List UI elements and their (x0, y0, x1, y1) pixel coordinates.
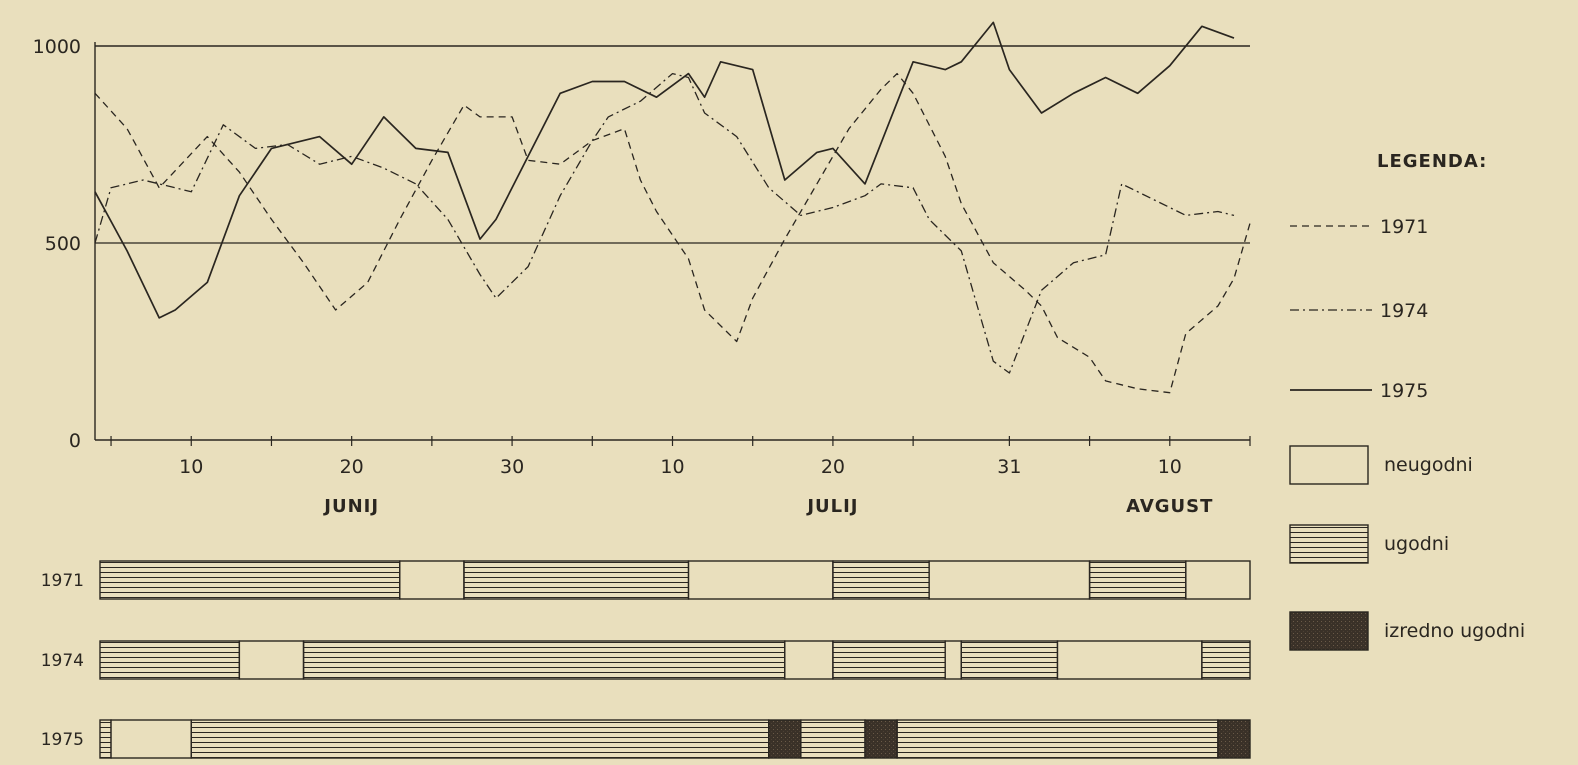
band-segment-ugodni (302, 640, 786, 680)
bands-layer: 1971 1974 1975 (41, 560, 1251, 759)
legend-box-neugodni (1289, 445, 1369, 485)
axes-layer: 0 500 1000 10 20 30 10 20 31 10 JUNIJ JULIJ AVGUST (33, 36, 1251, 517)
month-label: JUNIJ (322, 496, 379, 517)
legend-box-izredno (1289, 611, 1369, 651)
legend-line-label: 1974 (1380, 300, 1428, 322)
legend-layer: LEGENDA: 1971 1974 1975 neugodni ugodni izredn… (1289, 151, 1525, 651)
band-segment-neugodni (944, 640, 962, 680)
y-tick-label: 1000 (33, 36, 81, 58)
series-line-1971 (94, 72, 1251, 394)
x-tick-label: 20 (340, 456, 364, 478)
band-segment-ugodni (190, 719, 770, 759)
band-segment-ugodni (1088, 560, 1187, 600)
legend-title: LEGENDA: (1377, 151, 1487, 172)
x-tick-label: 10 (660, 456, 684, 478)
series-layer (94, 21, 1251, 394)
band-segment-izredno (768, 719, 802, 759)
band-segment-ugodni (463, 560, 690, 600)
series-line-1975 (94, 21, 1235, 319)
legend-line-label: 1975 (1380, 380, 1428, 402)
legend-box-label: izredno ugodni (1384, 620, 1525, 642)
band-segment-neugodni (784, 640, 834, 680)
band-row-year-label: 1975 (41, 730, 84, 750)
series-line-1974 (94, 72, 1235, 374)
band-segment-ugodni (832, 560, 930, 600)
band-segment-ugodni (1201, 640, 1251, 680)
band-segment-neugodni (399, 560, 465, 600)
band-segment-neugodni (110, 719, 192, 759)
band-segment-neugodni (928, 560, 1091, 600)
band-row-year-label: 1974 (41, 651, 84, 671)
band-segment-izredno (864, 719, 898, 759)
band-segment-neugodni (1056, 640, 1203, 680)
band-segment-ugodni (832, 640, 946, 680)
band-segment-ugodni (800, 719, 866, 759)
band-segment-neugodni (1185, 560, 1251, 600)
y-tick-label: 500 (45, 233, 81, 255)
band-segment-izredno (1217, 719, 1251, 759)
band-segment-neugodni (238, 640, 305, 680)
band-segment-ugodni (960, 640, 1059, 680)
x-tick-label: 31 (997, 456, 1021, 478)
band-segment-neugodni (687, 560, 834, 600)
legend-box-ugodni (1289, 524, 1369, 564)
band-segment-ugodni (896, 719, 1219, 759)
band-row-year-label: 1971 (41, 571, 84, 591)
legend-box-label: ugodni (1384, 533, 1449, 555)
x-tick-label: 20 (821, 456, 845, 478)
legend-line-label: 1971 (1380, 216, 1428, 238)
x-tick-label: 10 (179, 456, 203, 478)
month-label: AVGUST (1126, 496, 1213, 517)
x-tick-label: 30 (500, 456, 524, 478)
legend-box-label: neugodni (1384, 454, 1473, 476)
month-label: JULIJ (805, 496, 858, 517)
y-tick-label: 0 (69, 430, 81, 452)
x-tick-label: 10 (1158, 456, 1182, 478)
band-segment-ugodni (99, 719, 112, 759)
band-segment-ugodni (99, 560, 401, 600)
band-segment-ugodni (99, 640, 241, 680)
